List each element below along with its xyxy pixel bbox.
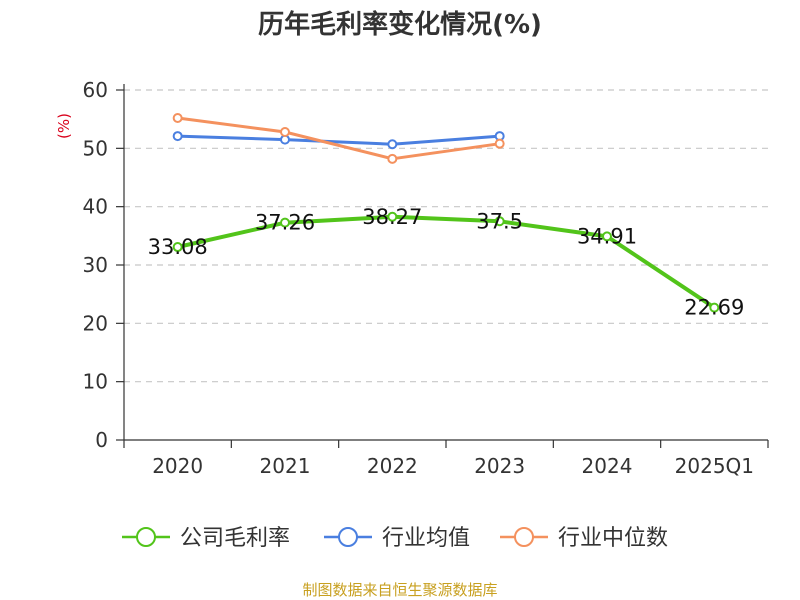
data-label: 34.91 xyxy=(577,224,637,248)
y-tick-label: 20 xyxy=(83,311,108,335)
legend-item-3: 行业中位数 xyxy=(500,526,668,551)
series-1-point xyxy=(494,216,505,227)
series-3-point xyxy=(387,153,398,164)
y-tick-label: 0 xyxy=(95,428,108,452)
y-tick-label: 40 xyxy=(83,195,108,219)
y-axis-unit: (%) xyxy=(55,113,73,139)
chart-title: 历年毛利率变化情况(%) xyxy=(258,9,542,40)
y-tick-label: 50 xyxy=(83,136,108,160)
legend-marker xyxy=(338,527,358,547)
y-tick-label: 30 xyxy=(83,253,108,277)
legend-label: 公司毛利率 xyxy=(180,526,290,551)
x-tick-label: 2023 xyxy=(474,454,525,478)
legend-label: 行业中位数 xyxy=(558,526,668,551)
x-tick-label: 2024 xyxy=(582,454,633,478)
series-1-point xyxy=(387,211,398,222)
source-note: 制图数据来自恒生聚源数据库 xyxy=(302,581,497,599)
data-label: 37.26 xyxy=(255,211,315,235)
series-line-2 xyxy=(177,134,500,146)
data-label: 22.69 xyxy=(684,296,744,320)
grid xyxy=(124,89,768,383)
legend-item-2: 行业均值 xyxy=(324,526,470,551)
legend-marker xyxy=(136,527,156,547)
data-labels: 33.08 37.26 38.27 37.5 34.91 22.69 xyxy=(148,205,745,320)
x-tick-label: 2025Q1 xyxy=(675,454,754,478)
x-tick-label: 2022 xyxy=(367,454,418,478)
y-tick-label: 60 xyxy=(83,78,108,102)
series-line-3 xyxy=(177,116,500,161)
data-label: 38.27 xyxy=(362,205,422,229)
series-1-point xyxy=(280,217,290,228)
series-1-point xyxy=(172,242,183,253)
y-tick-label: 10 xyxy=(83,370,108,394)
x-tick-label: 2021 xyxy=(260,454,311,478)
series-1-point xyxy=(602,231,612,242)
series-line-1 xyxy=(177,214,716,310)
series-3-point xyxy=(494,138,505,149)
series-3-point xyxy=(172,113,183,123)
series-2-point xyxy=(387,139,398,150)
legend-label: 行业均值 xyxy=(382,526,470,551)
series-1-point xyxy=(709,302,720,313)
series-lines xyxy=(172,113,720,313)
x-tick-label: 2020 xyxy=(152,454,203,478)
data-label: 33.08 xyxy=(148,235,208,259)
data-label: 37.5 xyxy=(476,209,523,233)
series-2-point xyxy=(172,131,183,142)
legend: 公司毛利率 行业均值 行业中位数 xyxy=(122,526,668,551)
series-3-point xyxy=(280,127,290,137)
legend-marker xyxy=(514,527,534,547)
legend-item-1: 公司毛利率 xyxy=(122,526,290,551)
axes: 0 10 20 30 40 50 60 2020 2021 2022 2023 2024 2025Q1 xyxy=(83,78,769,478)
